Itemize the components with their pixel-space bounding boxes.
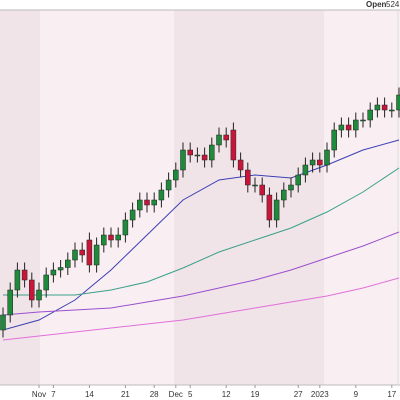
candle-body bbox=[36, 289, 42, 301]
open-value: 524.9 bbox=[386, 0, 400, 9]
candle-body bbox=[245, 169, 251, 186]
candle-body bbox=[345, 124, 352, 131]
candle-body bbox=[21, 269, 28, 281]
candle-body bbox=[374, 104, 381, 111]
candle-body bbox=[331, 129, 337, 151]
candle-body bbox=[137, 199, 143, 211]
candle-body bbox=[338, 124, 345, 131]
candle-body bbox=[180, 149, 186, 171]
candle-body bbox=[29, 279, 35, 301]
x-tick-label: 14 bbox=[85, 390, 94, 399]
candle-body bbox=[266, 194, 273, 221]
candle-body bbox=[216, 134, 222, 146]
x-tick-label: 9 bbox=[354, 390, 359, 399]
candle-body bbox=[295, 174, 301, 186]
candle-body bbox=[317, 159, 323, 166]
moving-average bbox=[3, 167, 400, 296]
candle-body bbox=[72, 249, 78, 261]
candle-body bbox=[129, 209, 136, 221]
candle-body bbox=[57, 267, 64, 271]
candle-body bbox=[389, 109, 395, 112]
candle-body bbox=[187, 149, 193, 156]
candle-body bbox=[151, 199, 157, 206]
x-tick-label: 28 bbox=[150, 390, 159, 399]
x-tick-label: 12 bbox=[222, 390, 231, 399]
candle-body bbox=[65, 259, 71, 268]
candle-body bbox=[50, 269, 57, 276]
x-tick-label: 17 bbox=[387, 390, 396, 399]
candle-body bbox=[381, 104, 388, 111]
candle-body bbox=[281, 189, 287, 201]
candle-body bbox=[122, 219, 129, 236]
month-band bbox=[174, 10, 324, 385]
candle-body bbox=[115, 234, 121, 241]
x-tick-label: 21 bbox=[121, 390, 130, 399]
candle-body bbox=[201, 154, 208, 161]
candle-body bbox=[252, 184, 258, 187]
candle-body bbox=[14, 269, 21, 291]
x-tick-label: 7 bbox=[51, 390, 56, 399]
candle-body bbox=[7, 289, 13, 316]
candle-body bbox=[309, 159, 316, 166]
candle-body bbox=[209, 144, 215, 161]
moving-average bbox=[2, 277, 400, 341]
candle-body bbox=[101, 234, 107, 246]
moving-average bbox=[2, 139, 400, 331]
x-tick-label: Dec bbox=[169, 390, 183, 399]
candle-body bbox=[165, 179, 172, 191]
x-tick-label: 27 bbox=[294, 390, 303, 399]
candle-body bbox=[173, 169, 179, 181]
month-band bbox=[324, 10, 400, 385]
x-tick-label: 2023 bbox=[311, 390, 329, 399]
month-band bbox=[40, 10, 174, 385]
x-tick-label: 5 bbox=[188, 390, 193, 399]
candle-body bbox=[144, 199, 150, 206]
candle-body bbox=[93, 244, 100, 266]
candle-body bbox=[79, 249, 85, 256]
x-tick-label: 19 bbox=[251, 390, 260, 399]
open-label: Open bbox=[366, 0, 387, 9]
candle-body bbox=[324, 149, 330, 166]
candle-body bbox=[273, 199, 280, 221]
candle-body bbox=[367, 109, 373, 121]
candle-body bbox=[86, 239, 93, 266]
candle-body bbox=[259, 184, 265, 196]
candle-body bbox=[237, 159, 244, 171]
candle-body bbox=[194, 154, 201, 157]
candle-body bbox=[43, 274, 49, 291]
candle-body bbox=[302, 164, 309, 176]
month-band bbox=[0, 10, 40, 385]
x-tick-label: Nov bbox=[32, 390, 46, 399]
candle-body bbox=[288, 184, 294, 191]
candle-body bbox=[360, 119, 366, 122]
candle-body bbox=[396, 94, 400, 111]
candle-body bbox=[108, 234, 114, 241]
moving-average bbox=[2, 231, 400, 316]
candle-body bbox=[353, 119, 359, 131]
candle-body bbox=[0, 314, 6, 331]
candle-body bbox=[223, 134, 229, 141]
candle-body bbox=[158, 189, 165, 201]
candle-body bbox=[230, 129, 237, 161]
